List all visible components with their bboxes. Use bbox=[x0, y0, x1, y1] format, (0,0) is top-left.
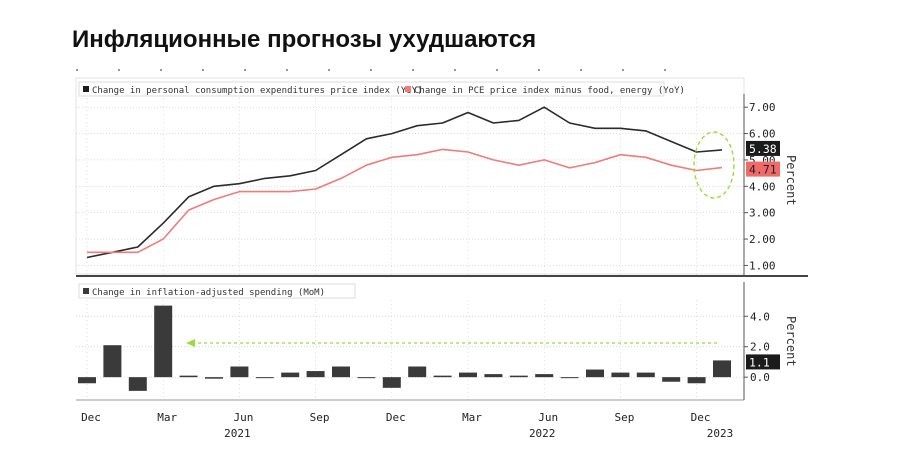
spending-end-badge-text: 1.1 bbox=[749, 355, 770, 369]
spending-bar bbox=[128, 377, 147, 391]
spending-bar bbox=[611, 372, 630, 378]
spending-bar bbox=[382, 377, 401, 388]
line-series-group bbox=[86, 106, 723, 259]
grid-lines bbox=[76, 98, 748, 400]
spending-bar bbox=[484, 374, 503, 378]
spending-bar bbox=[687, 377, 706, 384]
x-year-label: 2022 bbox=[529, 427, 556, 440]
spending-bar bbox=[408, 366, 427, 378]
x-month-label: Dec bbox=[386, 411, 406, 424]
legend-label-headline: Change in personal consumption expenditu… bbox=[92, 86, 423, 96]
bar-legend-box bbox=[78, 283, 356, 299]
x-month-label: Mar bbox=[462, 411, 482, 424]
end-value-badges: 5.38 4.71 1.1 bbox=[746, 140, 780, 370]
x-month-label: Jun bbox=[538, 411, 558, 424]
headline-end-badge-box bbox=[746, 140, 780, 156]
spending-bar bbox=[332, 366, 350, 378]
headline-pce-line bbox=[86, 106, 723, 259]
core-end-badge-text: 4.71 bbox=[749, 163, 777, 177]
spending-bar bbox=[205, 377, 223, 379]
legend-swatch-spending bbox=[83, 288, 89, 294]
bottom-y-tick-label: 4.0 bbox=[750, 310, 770, 323]
spending-bar bbox=[535, 374, 554, 378]
annotation-ellipse bbox=[693, 131, 735, 199]
headline-end-badge-text: 5.38 bbox=[749, 142, 777, 156]
spending-bar bbox=[433, 375, 452, 378]
spending-bar bbox=[560, 377, 579, 379]
spending-bar bbox=[78, 377, 96, 384]
bottom-y-tick-label: 2.0 bbox=[750, 341, 770, 354]
spending-bar bbox=[230, 366, 249, 378]
spending-bar bbox=[509, 375, 528, 378]
spending-bar bbox=[281, 372, 300, 378]
spending-end-badge-box bbox=[746, 354, 780, 370]
spending-bar bbox=[636, 372, 655, 378]
x-tick-labels: Dec Mar Jun Sep Dec Mar Jun Sep Dec 2021 2022 2023 bbox=[81, 411, 733, 440]
legend-label-core: Change in PCE price index minus food, en… bbox=[414, 86, 685, 96]
legend-label-spending: Change in inflation-adjusted spending (M… bbox=[92, 288, 325, 298]
spending-bar bbox=[179, 375, 198, 378]
spending-bar bbox=[662, 377, 681, 382]
x-month-label: Sep bbox=[614, 411, 634, 424]
spending-bar bbox=[586, 369, 604, 378]
x-year-label: 2021 bbox=[224, 427, 251, 440]
top-y-tick-label: 6.00 bbox=[749, 128, 776, 141]
spending-bar bbox=[306, 371, 325, 378]
spending-bar bbox=[103, 345, 122, 378]
legend-swatch-headline bbox=[83, 86, 89, 92]
y-axis-title-bottom: Percent bbox=[784, 316, 798, 367]
top-y-tick-label: 7.00 bbox=[749, 101, 776, 114]
top-y-tick-label: 3.00 bbox=[749, 207, 776, 220]
annotation-arrow-head bbox=[186, 339, 195, 347]
x-month-label: Mar bbox=[157, 411, 177, 424]
spending-bar bbox=[713, 360, 731, 378]
top-y-tick-label: 1.00 bbox=[749, 259, 776, 272]
x-month-label: Jun bbox=[233, 411, 253, 424]
spending-bar bbox=[255, 377, 274, 379]
spending-bar bbox=[154, 305, 173, 378]
bar-series-group bbox=[78, 305, 731, 391]
legend-swatch-core bbox=[405, 86, 411, 92]
spending-bar bbox=[459, 372, 477, 378]
x-month-label: Sep bbox=[310, 411, 330, 424]
x-month-label: Dec bbox=[691, 411, 711, 424]
line-legend-box bbox=[78, 81, 665, 97]
x-year-label: 2023 bbox=[707, 427, 734, 440]
top-y-tick-label: 2.00 bbox=[749, 233, 776, 246]
core-pce-line bbox=[87, 148, 723, 254]
spending-bar bbox=[357, 377, 376, 379]
page-title: Инфляционные прогнозы ухудшаются bbox=[72, 26, 537, 53]
y-axis-title-top: Percent bbox=[784, 155, 798, 206]
top-y-tick-label: 4.00 bbox=[749, 180, 776, 193]
core-end-badge-box bbox=[746, 161, 780, 177]
x-month-label: Dec bbox=[81, 411, 101, 424]
bottom-y-tick-label: 0.0 bbox=[750, 371, 770, 384]
